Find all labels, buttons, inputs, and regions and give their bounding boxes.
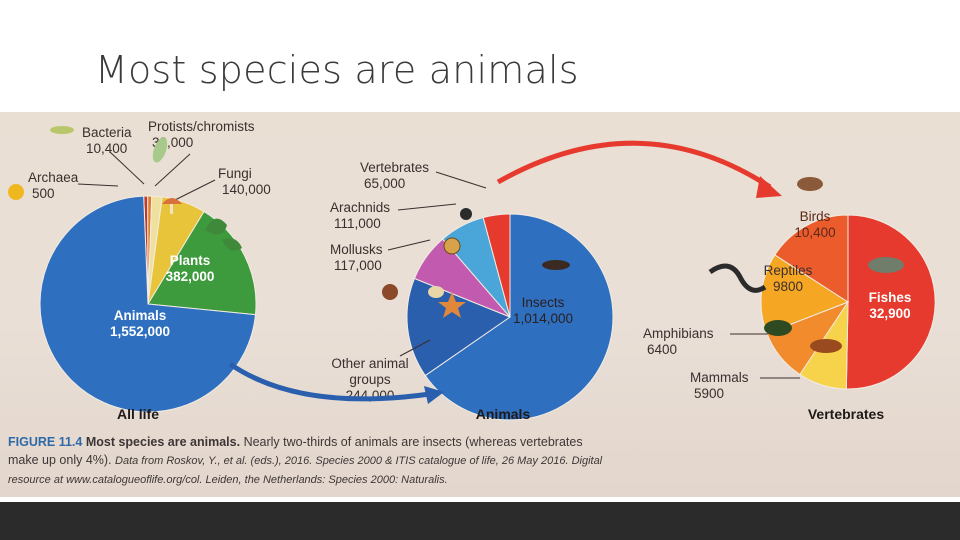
figure-caption: FIGURE 11.4 Most species are animals. Ne… [8, 433, 748, 489]
leader-bacteria [109, 151, 145, 185]
bacteria-illustration-icon [50, 126, 74, 134]
chart-title-all-life: All life [117, 406, 159, 422]
slice-vertebrates-fishes [845, 214, 936, 390]
label-vertebrates-amphibians: Amphibians [643, 326, 714, 341]
label-animals-insects: Insects [522, 295, 565, 310]
slice-all-life-plants [147, 210, 257, 316]
frog-illustration-icon [764, 320, 792, 336]
value-animals-insects: 1,014,000 [513, 311, 573, 326]
label-all-life-protists-chromists: Protists/chromists [148, 119, 255, 134]
chart-title-vertebrates: Vertebrates [808, 406, 884, 422]
value-vertebrates-fishes: 32,900 [869, 306, 910, 321]
leader-arachnids [397, 203, 457, 211]
fish-illustration-icon [868, 257, 904, 273]
slide-title: Most species are animals [95, 48, 579, 92]
figure-label: FIGURE 11.4 [8, 435, 83, 449]
deer-illustration-icon [810, 339, 842, 353]
caption-text-line2: make up only 4%). [8, 453, 112, 467]
leader-vertebrates [435, 171, 487, 189]
snail-illustration-icon [443, 237, 461, 255]
figure-canvas: All life Animals VertebratesAnimals1,552,0… [8, 119, 936, 422]
caption-headline: Most species are animals. [85, 435, 241, 449]
caption-source-line3: resource at www.catalogueoflife.org/col.… [8, 474, 448, 486]
label-animals-vertebrates: Vertebrates [360, 160, 429, 175]
crab-illustration-icon [382, 284, 398, 300]
label-vertebrates-birds: Birds [800, 209, 831, 224]
arrow-head-vertebrates [756, 176, 782, 198]
bottom-bar [0, 502, 960, 540]
bird-illustration-icon [797, 177, 823, 191]
value-animals-vertebrates: 65,000 [364, 176, 405, 191]
protist-illustration-icon [152, 137, 168, 163]
leader-other [399, 339, 431, 357]
arrow-head-animals [424, 386, 444, 404]
label-animals-arachnids: Arachnids [330, 200, 390, 215]
value-all-life-fungi: 140,000 [222, 182, 271, 197]
value-vertebrates-mammals: 5900 [694, 386, 724, 401]
value-all-life-bacteria: 10,400 [86, 141, 127, 156]
slice-vertebrates-birds [774, 214, 849, 303]
plant-leaf-illustration-icon [205, 218, 242, 251]
caption-text-line1: Nearly two-thirds of animals are insects… [243, 435, 583, 449]
slice-animals-vertebrates [482, 213, 511, 318]
label-vertebrates-mammals: Mammals [690, 370, 749, 385]
archaea-illustration-icon [8, 184, 24, 200]
label-all-life-archaea: Archaea [28, 170, 79, 185]
label-all-life-fungi: Fungi [218, 166, 252, 181]
snake-illustration-icon [708, 263, 767, 293]
ant-illustration-icon [542, 260, 570, 270]
label-all-life-plants: Plants [170, 253, 211, 268]
label-all-life-bacteria: Bacteria [82, 125, 132, 140]
leader-mollusks [387, 239, 431, 251]
starfish-illustration-icon [438, 292, 466, 318]
chart-title-animals: Animals [476, 406, 531, 422]
value-all-life-animals: 1,552,000 [110, 324, 170, 339]
label-vertebrates-reptiles: Reptiles [764, 263, 813, 278]
leader-archaea [77, 183, 119, 187]
arrow-to-vertebrates [496, 140, 772, 190]
value-all-life-plants: 382,000 [166, 269, 215, 284]
value-vertebrates-birds: 10,400 [794, 225, 835, 240]
mushroom-illustration-icon [162, 198, 182, 204]
value-vertebrates-amphibians: 6400 [647, 342, 677, 357]
label-animals-mollusks: Mollusks [330, 242, 383, 257]
slice-animals-other-animal-groups [406, 277, 512, 377]
value-animals-arachnids: 111,000 [334, 216, 381, 231]
arrow-to-animals [228, 361, 431, 402]
spider-illustration-icon [460, 208, 472, 220]
label-vertebrates-fishes: Fishes [869, 290, 912, 305]
jellyfish-illustration-icon [428, 286, 444, 298]
mushroom-stem-icon [170, 204, 173, 214]
leader-fungi [174, 179, 216, 201]
label-all-life-animals: Animals [114, 308, 167, 323]
value-animals-mollusks: 117,000 [334, 258, 382, 273]
label-animals-other-animal-groups: Other animal [331, 356, 408, 371]
leader-protists [154, 153, 191, 187]
label-animals-other-animal-groups-line2: groups [349, 372, 391, 387]
caption-source-line2: Data from Roskov, Y., et al. (eds.), 201… [115, 455, 603, 467]
slice-all-life-animals [39, 195, 257, 413]
value-vertebrates-reptiles: 9800 [773, 279, 803, 294]
textbook-figure-photo: All life Animals Vertebrates Animals 1,552,0… [0, 112, 960, 497]
value-all-life-archaea: 500 [32, 186, 55, 201]
